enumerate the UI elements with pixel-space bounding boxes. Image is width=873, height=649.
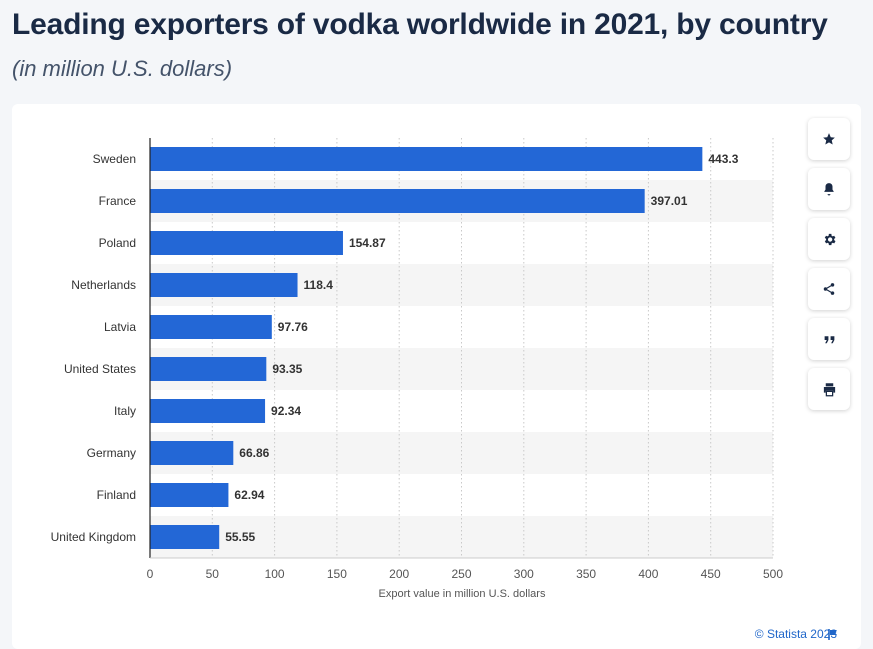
category-label: Sweden [93,152,136,166]
bar [150,441,234,465]
value-label: 154.87 [349,236,386,250]
notification-button[interactable] [808,168,850,210]
x-tick-label: 300 [514,567,534,581]
x-tick-label: 50 [206,567,220,581]
bell-icon [824,183,834,196]
category-label: Finland [97,488,136,502]
category-label: Germany [87,446,136,460]
star-icon [823,133,835,145]
bar [150,147,703,171]
category-label: Latvia [104,320,136,334]
quote-icon [824,335,834,343]
category-label: Netherlands [71,278,136,292]
print-button[interactable] [808,368,850,410]
value-label: 92.34 [271,404,301,418]
bar [150,399,266,423]
bar [150,357,267,381]
value-label: 62.94 [234,488,264,502]
x-tick-label: 350 [576,567,596,581]
settings-button[interactable] [808,218,850,260]
value-label: 97.76 [278,320,308,334]
x-tick-label: 150 [327,567,347,581]
x-tick-label: 400 [638,567,658,581]
category-label: United States [64,362,136,376]
value-label: 443.3 [708,152,738,166]
chart-title: Leading exporters of vodka worldwide in … [12,8,828,41]
bar [150,525,220,549]
category-label: United Kingdom [51,530,136,544]
x-tick-label: 250 [451,567,471,581]
value-label: 55.55 [225,530,255,544]
category-label: Italy [114,404,136,418]
x-tick-label: 450 [701,567,721,581]
bar [150,273,298,297]
share-button[interactable] [808,268,850,310]
x-tick-label: 200 [389,567,409,581]
category-label: Poland [99,236,136,250]
source-credit-link[interactable]: © Statista 2023 [754,627,837,641]
cite-button[interactable] [808,318,850,360]
print-icon [823,382,835,396]
value-label: 66.86 [239,446,269,460]
x-tick-label: 0 [147,567,154,581]
value-label: 93.35 [272,362,302,376]
bar [150,483,229,507]
x-axis-title: Export value in million U.S. dollars [379,588,546,600]
chart-toolbar [808,118,850,418]
value-label: 397.01 [651,194,688,208]
category-label: France [99,194,137,208]
bar [150,231,343,255]
flag-icon[interactable] [828,629,838,640]
x-tick-label: 500 [763,567,783,581]
gear-icon [824,233,835,245]
bookmark-button[interactable] [808,118,850,160]
share-icon [823,283,835,295]
chart-subtitle: (in million U.S. dollars) [12,56,233,81]
x-tick-label: 100 [265,567,285,581]
bar [150,315,272,339]
value-label: 118.4 [304,278,334,292]
bar [150,189,645,213]
